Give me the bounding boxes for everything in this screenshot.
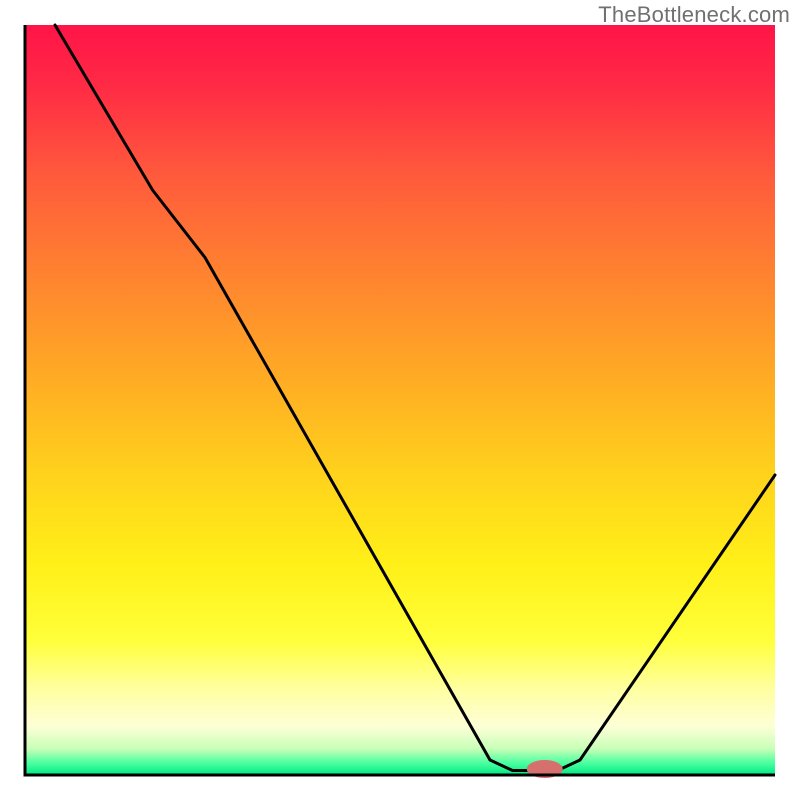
plot-background (25, 25, 775, 775)
chart-container: TheBottleneck.com (0, 0, 800, 800)
bottleneck-chart (0, 0, 800, 800)
watermark-text: TheBottleneck.com (598, 2, 790, 28)
